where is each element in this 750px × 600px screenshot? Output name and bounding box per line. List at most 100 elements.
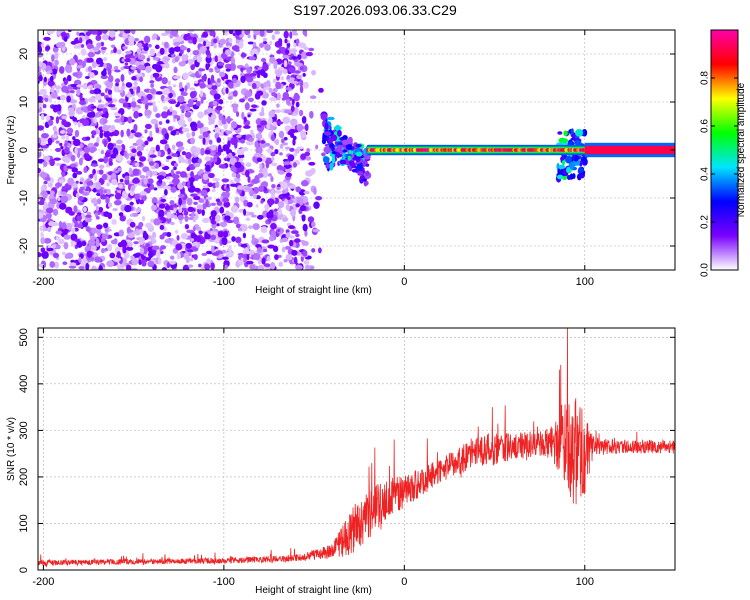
spectrogram-cell <box>174 56 179 63</box>
spectrogram-cell <box>239 34 244 38</box>
spectrogram-cell <box>137 64 146 70</box>
spectrogram-cell <box>205 49 211 56</box>
spectrogram-cell <box>288 225 296 230</box>
spectrogram-cell <box>246 254 250 261</box>
spectrogram-cell <box>280 181 288 190</box>
spectrogram-cell <box>99 131 104 139</box>
spectrogram-cell <box>89 236 98 240</box>
spectrogram-cell <box>100 92 105 97</box>
spectrogram-cell <box>262 63 269 72</box>
spectrogram-cell <box>144 129 148 134</box>
spectrogram-cell <box>224 49 232 56</box>
spectrogram-cell <box>283 161 290 166</box>
spectrogram-cell <box>53 157 61 161</box>
spectrogram-cell <box>170 130 177 136</box>
spectrogram-cell <box>255 204 259 208</box>
spectrogram-cell <box>204 233 211 240</box>
spectrogram-cell <box>280 76 284 81</box>
spectrogram-cell <box>166 185 172 190</box>
spectrogram-cell <box>303 259 310 265</box>
spectrogram-cell <box>107 103 116 108</box>
spectrogram-xtick-label: 0 <box>401 276 407 288</box>
spectrogram-cell <box>271 156 275 161</box>
spectrogram-cell <box>101 70 107 77</box>
spectrogram-band <box>584 145 675 155</box>
spectrogram-cell <box>227 137 231 142</box>
spectrogram-cell <box>89 72 95 79</box>
spectrogram-cell <box>163 189 168 196</box>
spectrogram-cell <box>43 76 47 83</box>
spectrogram-cell <box>272 87 278 93</box>
spectrogram-cell <box>165 158 170 163</box>
spectrogram-cell <box>212 100 218 106</box>
spectrogram-cell <box>78 157 83 166</box>
spectrogram-cell <box>125 239 132 243</box>
spectrogram-cell <box>211 85 218 90</box>
spectrogram-cell <box>91 60 97 68</box>
spectrogram-cell <box>231 172 237 178</box>
spectrogram-cell <box>259 111 265 117</box>
spectrogram-cell <box>256 124 262 128</box>
spectrogram-cell <box>61 115 67 120</box>
spectrogram-cell <box>263 41 268 45</box>
spectrogram-cell <box>59 142 63 147</box>
spectrogram-cell <box>110 154 114 159</box>
spectrogram-cell <box>101 233 109 239</box>
spectrogram-cell <box>196 56 203 63</box>
spectrogram-cell <box>79 37 83 44</box>
spectrogram-cell <box>311 69 317 76</box>
spectrogram-cell <box>112 147 118 156</box>
spectrogram-cell <box>224 63 232 70</box>
spectrogram-cell <box>47 137 53 146</box>
spectrogram-cell <box>172 84 177 88</box>
spectrogram-cell <box>274 208 278 212</box>
spectrogram-cell <box>145 243 150 248</box>
spectrogram-cell <box>104 151 111 158</box>
figure-title: S197.2026.093.06.33.C29 <box>293 2 457 18</box>
spectrogram-cell <box>136 150 143 157</box>
spectrogram-cell <box>190 232 197 239</box>
spectrogram-cell <box>231 236 236 242</box>
spectrogram-cell <box>318 247 322 254</box>
spectrogram-cell <box>255 243 262 249</box>
spectrogram-cell <box>134 162 140 167</box>
spectrogram-cell <box>158 179 163 184</box>
spectrogram-cell <box>164 41 169 49</box>
spectrogram-cell <box>175 130 180 136</box>
spectrogram-cell <box>251 104 258 108</box>
spectrogram-cell <box>261 239 270 244</box>
spectrogram-cell <box>70 40 78 45</box>
spectrogram-cell <box>61 185 67 190</box>
spectrogram-cell <box>214 215 221 223</box>
spectrogram-cell <box>68 109 75 117</box>
spectrogram-cell <box>210 210 217 217</box>
spectrogram-cell <box>83 166 88 174</box>
spectrogram-cell <box>225 32 229 36</box>
spectrogram-cell <box>365 163 370 167</box>
spectrogram-cell <box>266 198 275 206</box>
spectrogram-cell <box>148 150 153 155</box>
spectrogram-cell <box>191 131 196 137</box>
spectrogram-cell <box>261 167 268 173</box>
spectrogram-cell <box>570 128 574 134</box>
spectrogram-cell <box>45 207 54 214</box>
spectrogram-cell <box>125 246 134 251</box>
spectrogram-cell <box>248 211 255 216</box>
spectrogram-cell <box>328 137 334 144</box>
spectrogram-cell <box>72 72 79 77</box>
spectrogram-cell <box>131 148 137 154</box>
spectrogram-cell <box>233 90 238 97</box>
snr-series-line <box>38 328 675 568</box>
spectrogram-cell <box>149 154 157 158</box>
spectrogram-cell <box>139 191 148 196</box>
spectrogram-cell <box>288 61 292 65</box>
spectrogram-cell <box>152 101 156 109</box>
spectrogram-cell <box>216 223 220 227</box>
spectrogram-cell <box>79 93 83 102</box>
spectrogram-cell <box>225 130 233 135</box>
spectrogram-cell <box>243 257 248 263</box>
spectrogram-cell <box>199 82 206 89</box>
colorbar-tick-label: 0.2 <box>700 215 711 229</box>
snr-ytick-label: 100 <box>18 514 30 532</box>
spectrogram-cell <box>581 157 588 166</box>
